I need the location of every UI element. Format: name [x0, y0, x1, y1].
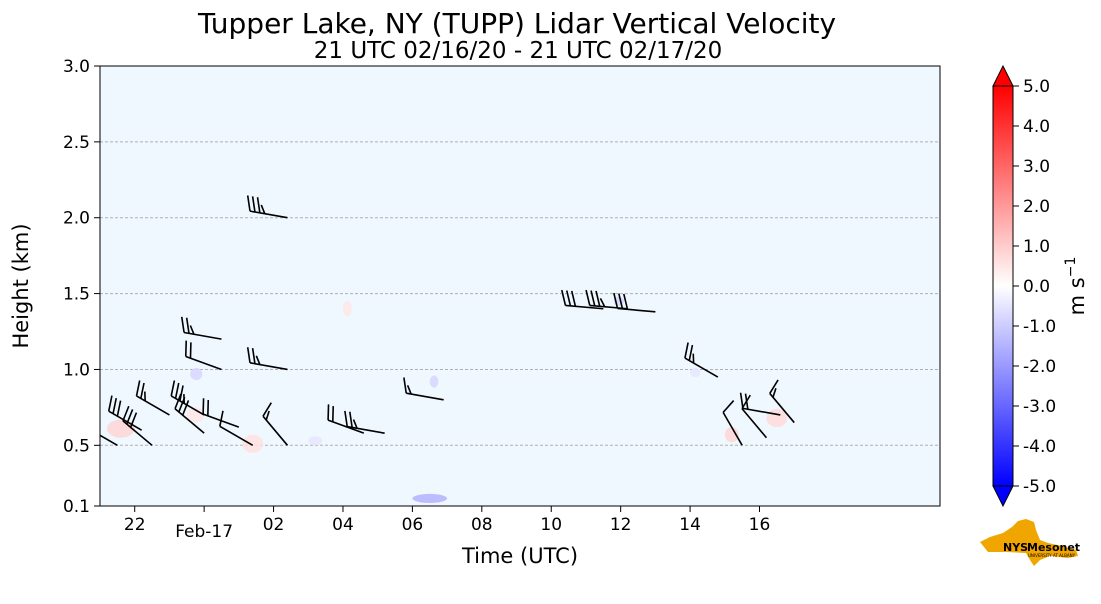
velocity-patch — [242, 435, 263, 453]
x-tick-label: 16 — [749, 515, 771, 535]
x-tick-label: 02 — [263, 515, 285, 535]
wind-barb-flag — [84, 411, 87, 426]
velocity-patch — [412, 494, 447, 503]
chart-subtitle: 21 UTC 02/16/20 - 21 UTC 02/17/20 — [314, 38, 723, 64]
colorbar-tick-label: -2.0 — [1023, 357, 1056, 377]
colorbar-tick-label: -4.0 — [1023, 437, 1056, 457]
colorbar-tick-label: -5.0 — [1023, 477, 1056, 497]
x-tick-label: 06 — [402, 515, 424, 535]
velocity-patch — [107, 420, 135, 438]
nys-mesonet-logo: NYS Mesonet UNIVERSITY AT ALBANY — [980, 519, 1080, 566]
x-tick-label: 08 — [471, 515, 493, 535]
x-tick-label: 14 — [679, 515, 701, 535]
logo-tagline: UNIVERSITY AT ALBANY — [1028, 553, 1076, 558]
x-tick-label: Feb-17 — [175, 522, 233, 542]
colorbar-gradient — [993, 86, 1013, 486]
velocity-patch — [343, 301, 352, 316]
y-tick-label: 0.5 — [63, 436, 90, 456]
colorbar-min-arrow — [993, 486, 1013, 506]
colorbar-unit-exponent: −1 — [1063, 257, 1079, 278]
colorbar-tick-label: 5.0 — [1023, 77, 1050, 97]
colorbar-tick-label: -1.0 — [1023, 317, 1056, 337]
y-tick-label: 2.5 — [63, 133, 90, 153]
x-tick-label: 12 — [610, 515, 632, 535]
velocity-patch — [690, 368, 700, 377]
y-tick-label: 1.5 — [63, 285, 90, 305]
colorbar-ticks: 5.0 4.0 3.0 2.0 1.0 0.0 -1.0 -2.0 -3.0 -4.0 -5.0 — [1013, 77, 1056, 497]
velocity-patch — [430, 376, 439, 388]
colorbar-max-arrow — [993, 66, 1013, 86]
y-tick-label: 1.0 — [63, 360, 90, 380]
colorbar-tick-label: 2.0 — [1023, 197, 1050, 217]
velocity-patch — [190, 368, 202, 380]
colorbar-unit: m s — [1065, 277, 1089, 315]
x-tick-label: 10 — [540, 515, 562, 535]
colorbar-tick-label: -3.0 — [1023, 397, 1056, 417]
x-tick-label: 04 — [332, 515, 354, 535]
colorbar-label: m s−1 — [1063, 257, 1089, 316]
colorbar-tick-label: 0.0 — [1023, 277, 1050, 297]
y-tick-label: 3.0 — [63, 57, 90, 77]
plot-background — [100, 66, 940, 506]
velocity-patch — [308, 436, 322, 445]
chart-title: Tupper Lake, NY (TUPP) Lidar Vertical Ve… — [197, 7, 836, 40]
x-axis-ticks: 22 Feb-17 02 04 06 08 10 12 14 16 — [124, 506, 770, 542]
wind-barb-flag — [89, 413, 92, 428]
y-axis-ticks: 0.1 0.5 1.0 1.5 2.0 2.5 3.0 — [63, 57, 100, 517]
x-axis-label: Time (UTC) — [461, 544, 578, 568]
y-tick-label: 2.0 — [63, 209, 90, 229]
y-axis-label: Height (km) — [9, 223, 33, 348]
colorbar-tick-label: 4.0 — [1023, 117, 1050, 137]
colorbar-tick-label: 1.0 — [1023, 237, 1050, 257]
x-tick-label: 22 — [124, 515, 146, 535]
logo-nys: NYS — [1003, 541, 1028, 554]
y-tick-label: 0.1 — [63, 497, 90, 517]
colorbar: 5.0 4.0 3.0 2.0 1.0 0.0 -1.0 -2.0 -3.0 -4.0 -5.0 m… — [993, 66, 1089, 506]
colorbar-tick-label: 3.0 — [1023, 157, 1050, 177]
